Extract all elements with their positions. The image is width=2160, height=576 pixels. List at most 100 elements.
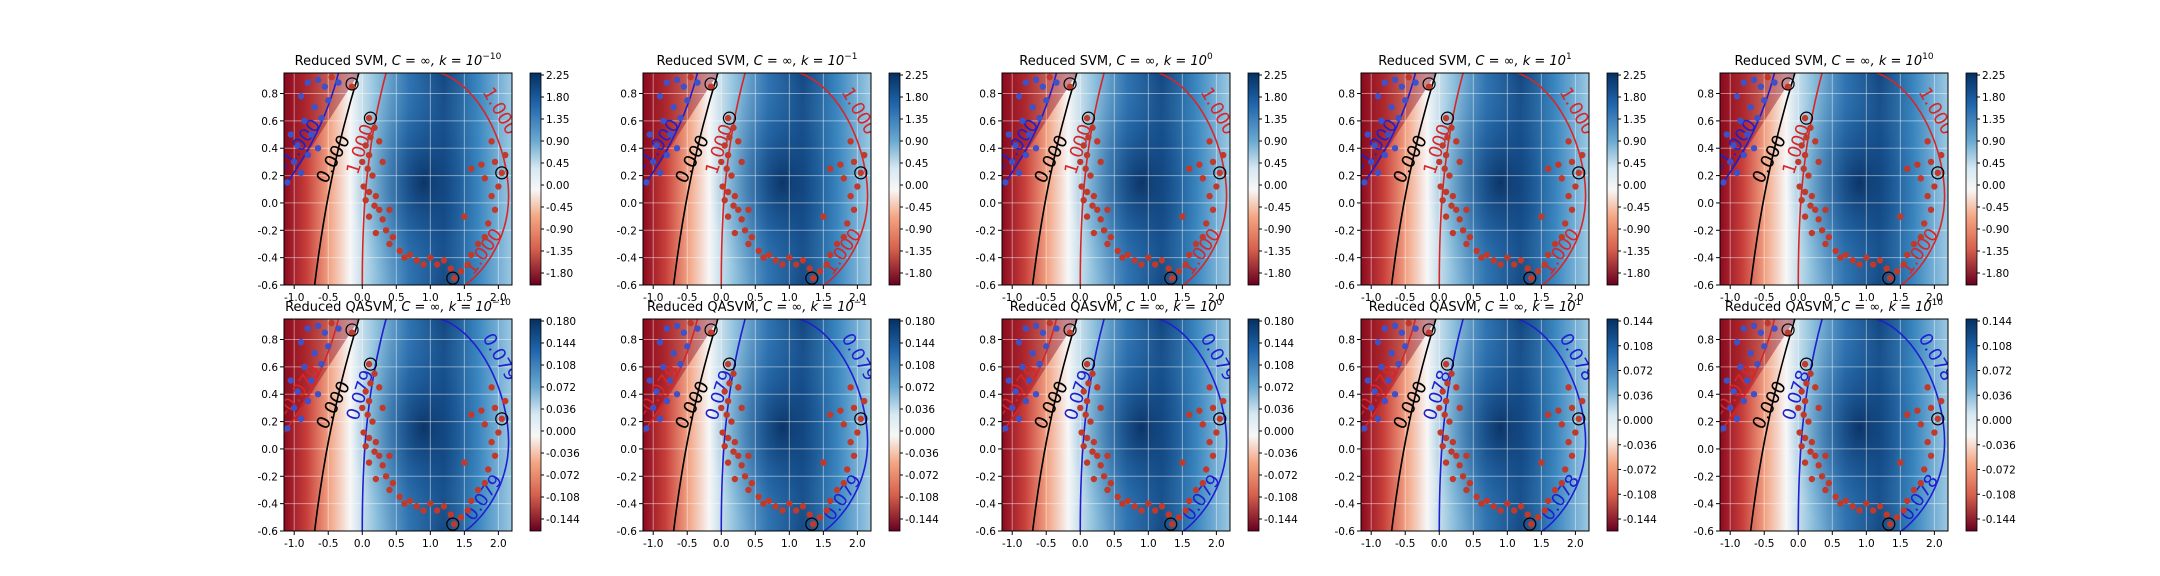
data-point-neg xyxy=(1510,507,1518,514)
data-point-neg xyxy=(721,443,728,450)
data-point-neg xyxy=(382,473,390,480)
colorbar-tick-label: 0.000 xyxy=(546,426,576,438)
data-point-neg xyxy=(365,397,373,405)
y-tick-label: -0.2 xyxy=(1694,471,1715,483)
data-point-neg xyxy=(365,360,373,368)
x-tick-label: 1.5 xyxy=(1174,292,1191,304)
data-point-neg xyxy=(1849,257,1856,264)
colorbar xyxy=(1606,318,1619,532)
data-point-neg xyxy=(467,251,475,259)
data-point-pos xyxy=(650,158,657,166)
y-tick-label: -0.2 xyxy=(617,225,638,237)
data-point-neg xyxy=(735,206,742,213)
contour-outer xyxy=(440,319,510,531)
data-point-neg xyxy=(1801,434,1809,442)
data-point-pos xyxy=(673,322,681,330)
x-tick-label: 2.0 xyxy=(1208,292,1225,304)
data-point-neg xyxy=(741,473,749,480)
data-point-pos xyxy=(1398,329,1406,336)
data-point-neg xyxy=(1114,493,1121,501)
colorbar-tick-label: 0.144 xyxy=(1264,338,1294,350)
data-point-neg xyxy=(328,73,335,81)
data-point-neg xyxy=(396,247,403,255)
data-point-neg xyxy=(1182,261,1189,268)
data-point-neg xyxy=(1442,434,1450,442)
x-tick-label: 0.5 xyxy=(388,538,405,550)
data-point-neg xyxy=(1104,452,1111,459)
colorbar-tick-label: -1.80 xyxy=(905,268,932,280)
x-tick-label: 0.0 xyxy=(1431,292,1448,304)
data-point-neg xyxy=(348,83,356,90)
data-point-neg xyxy=(1473,247,1480,255)
x-tick-label: 0.5 xyxy=(1106,538,1123,550)
data-point-neg xyxy=(1917,421,1924,428)
colorbar-tick-label: 0.072 xyxy=(1982,366,2012,378)
y-tick-label: -0.4 xyxy=(976,253,997,265)
data-point-neg xyxy=(1483,251,1491,259)
data-point-neg xyxy=(1931,183,1938,190)
data-point-pos xyxy=(1744,131,1751,138)
data-point-neg xyxy=(1822,452,1829,459)
y-tick-label: -0.6 xyxy=(1335,526,1356,538)
data-point-pos xyxy=(677,360,684,368)
data-point-neg xyxy=(1812,452,1819,459)
colorbar-tick-label: 0.45 xyxy=(1623,158,1646,170)
data-point-neg xyxy=(413,257,420,264)
data-point-pos xyxy=(1043,97,1050,104)
colorbar-tick-label: 0.000 xyxy=(1264,426,1294,438)
colorbar-tick-label: -0.072 xyxy=(905,470,939,482)
colorbar-tick-label: -0.036 xyxy=(1982,440,2016,452)
data-point-neg xyxy=(1917,479,1924,487)
data-point-neg xyxy=(837,161,844,168)
data-point-neg xyxy=(1924,138,1931,145)
colorbar-tick-label: -1.80 xyxy=(1623,268,1650,280)
data-point-neg xyxy=(376,138,383,145)
data-point-neg xyxy=(1808,229,1816,237)
data-point-neg xyxy=(1185,497,1193,505)
data-point-neg xyxy=(401,254,408,261)
colorbar-tick-label: 0.144 xyxy=(905,338,935,350)
data-point-neg xyxy=(1439,443,1446,450)
data-point-neg xyxy=(1807,370,1814,377)
data-point-pos xyxy=(660,117,667,125)
data-point-neg xyxy=(1439,197,1446,204)
data-point-pos xyxy=(1036,360,1043,368)
data-point-pos xyxy=(304,397,312,405)
x-tick-label: 1.0 xyxy=(1858,538,1875,550)
data-point-neg xyxy=(1807,448,1814,455)
support-vector-ring xyxy=(1063,77,1077,91)
data-point-neg xyxy=(362,142,369,149)
data-point-neg xyxy=(724,188,732,196)
axes-frame xyxy=(1719,318,1949,532)
data-point-neg xyxy=(1801,360,1809,368)
data-point-neg xyxy=(1541,507,1548,514)
y-tick-label: 0.2 xyxy=(1338,171,1355,183)
y-tick-label: -0.4 xyxy=(617,253,638,265)
data-point-pos xyxy=(325,343,332,350)
colorbar-tick-label: -0.90 xyxy=(546,224,573,236)
panel-title: Reduced SVM, C = ∞, k = 100 xyxy=(1019,52,1213,69)
data-point-neg xyxy=(1449,438,1457,446)
data-point-neg xyxy=(687,319,694,327)
data-point-neg xyxy=(850,452,858,459)
colorbar-tick-label: 0.45 xyxy=(546,158,569,170)
contour-outer xyxy=(1158,319,1228,531)
data-point-pos xyxy=(1022,79,1030,86)
colorbar-tick-label: 1.35 xyxy=(1264,114,1287,126)
data-point-neg xyxy=(847,438,854,446)
support-vector-ring xyxy=(1440,357,1455,371)
data-point-neg xyxy=(1046,73,1053,81)
data-point-neg xyxy=(371,124,378,131)
colorbar-tick-label: 0.072 xyxy=(1623,366,1653,378)
axes-frame xyxy=(1719,72,1949,286)
data-point-pos xyxy=(1733,415,1741,423)
decision-field-corner xyxy=(1720,73,1796,190)
data-point-pos xyxy=(1019,363,1026,371)
data-point-neg xyxy=(1213,429,1220,436)
data-point-neg xyxy=(1544,251,1552,259)
data-point-neg xyxy=(1849,503,1856,510)
data-point-neg xyxy=(1825,233,1833,241)
colorbar-tick-label: -0.144 xyxy=(546,514,580,526)
